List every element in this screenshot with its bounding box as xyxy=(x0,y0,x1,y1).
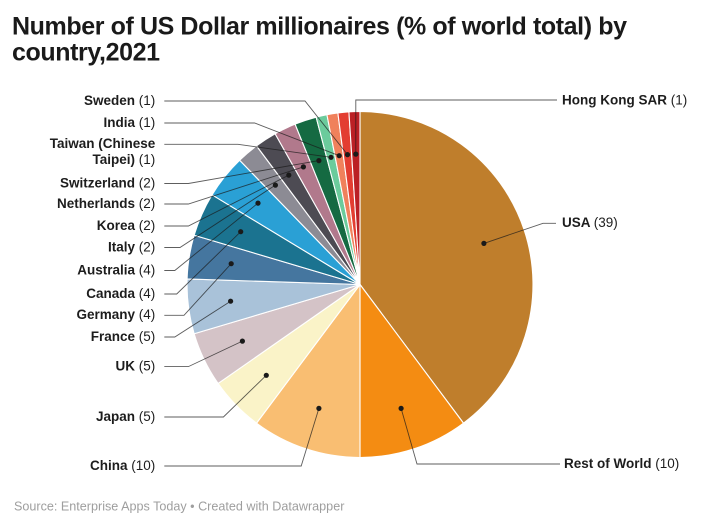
svg-text:Germany (4): Germany (4) xyxy=(77,307,156,322)
svg-text:Hong Kong SAR (1): Hong Kong SAR (1) xyxy=(562,93,687,108)
svg-text:Source: Enterprise Apps Today: Source: Enterprise Apps Today • Created … xyxy=(14,499,344,513)
svg-text:Sweden (1): Sweden (1) xyxy=(84,93,155,108)
svg-text:Australia (4): Australia (4) xyxy=(77,262,155,277)
svg-text:Japan (5): Japan (5) xyxy=(96,409,155,424)
svg-text:India (1): India (1) xyxy=(104,115,156,130)
svg-text:Italy (2): Italy (2) xyxy=(108,239,155,254)
svg-text:USA (39): USA (39) xyxy=(562,215,618,230)
svg-text:Canada (4): Canada (4) xyxy=(86,286,155,301)
svg-text:Korea (2): Korea (2) xyxy=(97,218,156,233)
svg-text:Number of US Dollar millionair: Number of US Dollar millionaires (% of w… xyxy=(12,13,627,41)
svg-text:Netherlands (2): Netherlands (2) xyxy=(57,196,155,211)
svg-text:China (10): China (10) xyxy=(90,458,155,473)
svg-text:France (5): France (5) xyxy=(91,329,156,344)
svg-text:Taiwan (Chinese: Taiwan (Chinese xyxy=(50,136,156,151)
svg-text:Taipei) (1): Taipei) (1) xyxy=(93,152,156,167)
svg-text:Switzerland (2): Switzerland (2) xyxy=(60,175,155,190)
svg-text:UK (5): UK (5) xyxy=(116,359,156,374)
svg-text:Rest of World (10): Rest of World (10) xyxy=(564,456,679,471)
svg-text:country,2021: country,2021 xyxy=(12,39,160,67)
